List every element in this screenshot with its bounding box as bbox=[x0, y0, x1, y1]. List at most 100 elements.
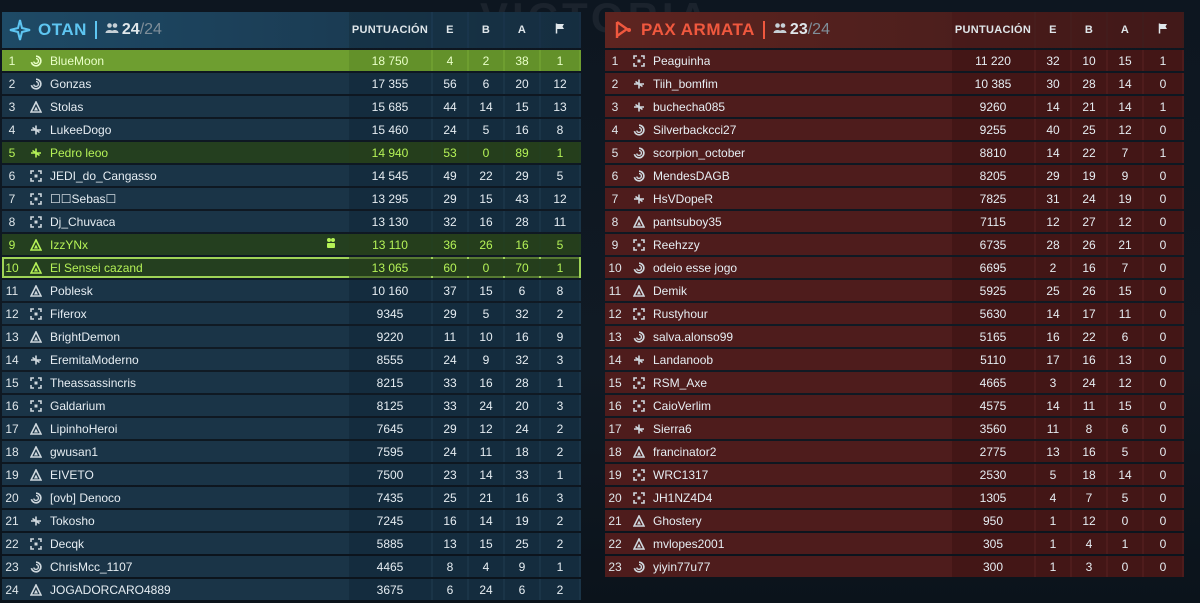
player-a: 28 bbox=[505, 372, 539, 393]
player-score: 2530 bbox=[952, 464, 1034, 485]
player-row[interactable]: 1 BlueMoon 18 750 4 2 38 1 bbox=[2, 50, 581, 71]
player-score: 6735 bbox=[952, 234, 1034, 255]
player-row[interactable]: 4 Silverbackcci27 9255 40 25 12 0 bbox=[605, 119, 1184, 140]
player-score: 8125 bbox=[349, 395, 431, 416]
player-a: 7 bbox=[1108, 257, 1142, 278]
player-row[interactable]: 5 scorpion_october 8810 14 22 7 1 bbox=[605, 142, 1184, 163]
column-header-flags[interactable] bbox=[541, 12, 579, 48]
player-name: gwusan1 bbox=[50, 444, 99, 459]
squad-icon bbox=[326, 237, 336, 252]
player-name: Pedro leoo bbox=[50, 145, 109, 160]
player-flags: 0 bbox=[1144, 73, 1182, 94]
player-row[interactable]: 24 JOGADORCARO4889 3675 6 24 6 2 bbox=[2, 579, 581, 600]
player-row[interactable]: 22 Decqk 5885 13 15 25 2 bbox=[2, 533, 581, 554]
player-row[interactable]: 13 salva.alonso99 5165 16 22 6 0 bbox=[605, 326, 1184, 347]
team-panel-otan: OTAN 24/24 PUNTUACIÓN E B A 1 BlueMoon 18 750 4 2 3… bbox=[2, 12, 581, 600]
player-score: 5630 bbox=[952, 303, 1034, 324]
player-flags: 0 bbox=[1144, 280, 1182, 301]
player-row[interactable]: 21 Tokosho 7245 16 14 19 2 bbox=[2, 510, 581, 531]
player-row[interactable]: 12 Rustyhour 5630 14 17 11 0 bbox=[605, 303, 1184, 324]
column-header-e[interactable]: E bbox=[1036, 12, 1070, 48]
spiral-icon bbox=[631, 330, 647, 343]
player-row[interactable]: 23 yiyin77u77 300 1 3 0 0 bbox=[605, 556, 1184, 577]
column-header-flags[interactable] bbox=[1144, 12, 1182, 48]
player-row[interactable]: 11 Demik 5925 25 26 15 0 bbox=[605, 280, 1184, 301]
player-row[interactable]: 17 LipinhoHeroi 7645 29 12 24 2 bbox=[2, 418, 581, 439]
player-flags: 3 bbox=[541, 349, 579, 370]
player-row[interactable]: 9 Reehzzy 6735 28 26 21 0 bbox=[605, 234, 1184, 255]
player-e: 29 bbox=[1036, 165, 1070, 186]
column-header-score[interactable]: PUNTUACIÓN bbox=[952, 12, 1034, 48]
player-e: 33 bbox=[433, 372, 467, 393]
bracket-icon bbox=[631, 468, 647, 481]
player-e: 5 bbox=[1036, 464, 1070, 485]
player-row[interactable]: 11 Poblesk 10 160 37 15 6 8 bbox=[2, 280, 581, 301]
player-row[interactable]: 15 RSM_Axe 4665 3 24 12 0 bbox=[605, 372, 1184, 393]
player-row[interactable]: 4 LukeeDogo 15 460 24 5 16 8 bbox=[2, 119, 581, 140]
player-flags: 2 bbox=[541, 418, 579, 439]
player-row[interactable]: 10 El Sensei cazand 13 065 60 0 70 1 bbox=[2, 257, 581, 278]
player-b: 26 bbox=[1072, 280, 1106, 301]
player-row[interactable]: 6 MendesDAGB 8205 29 19 9 0 bbox=[605, 165, 1184, 186]
player-row[interactable]: 8 pantsuboy35 7115 12 27 12 0 bbox=[605, 211, 1184, 232]
column-header-e[interactable]: E bbox=[433, 12, 467, 48]
player-row[interactable]: 21 Ghostery 950 1 12 0 0 bbox=[605, 510, 1184, 531]
bracket-icon bbox=[631, 238, 647, 251]
player-a: 15 bbox=[505, 96, 539, 117]
player-row[interactable]: 23 ChrisMcc_1107 4465 8 4 9 1 bbox=[2, 556, 581, 577]
player-score: 4575 bbox=[952, 395, 1034, 416]
player-row[interactable]: 3 buchecha085 9260 14 21 14 1 bbox=[605, 96, 1184, 117]
player-a: 25 bbox=[505, 533, 539, 554]
player-a: 32 bbox=[505, 349, 539, 370]
column-header-score[interactable]: PUNTUACIÓN bbox=[349, 12, 431, 48]
player-row[interactable]: 13 BrightDemon 9220 11 10 16 9 bbox=[2, 326, 581, 347]
player-a: 12 bbox=[1108, 372, 1142, 393]
column-header-b[interactable]: B bbox=[469, 12, 503, 48]
player-a: 70 bbox=[505, 257, 539, 278]
player-row[interactable]: 14 Landanoob 5110 17 16 13 0 bbox=[605, 349, 1184, 370]
player-row[interactable]: 18 gwusan1 7595 24 11 18 2 bbox=[2, 441, 581, 462]
column-header-a[interactable]: A bbox=[1108, 12, 1142, 48]
player-row[interactable]: 20 JH1NZ4D4 1305 4 7 5 0 bbox=[605, 487, 1184, 508]
player-score: 5110 bbox=[952, 349, 1034, 370]
player-row[interactable]: 1 Peaguinha 11 220 32 10 15 1 bbox=[605, 50, 1184, 71]
player-name: Theassassincris bbox=[50, 375, 137, 390]
player-row[interactable]: 5 Pedro leoo 14 940 53 0 89 1 bbox=[2, 142, 581, 163]
player-row[interactable]: 12 Fiferox 9345 29 5 32 2 bbox=[2, 303, 581, 324]
player-a: 6 bbox=[1108, 418, 1142, 439]
plane-icon bbox=[631, 193, 647, 205]
player-row[interactable]: 9 IzzYNx 13 110 36 26 16 5 bbox=[2, 234, 581, 255]
player-name: yiyin77u77 bbox=[653, 559, 711, 574]
player-e: 31 bbox=[1036, 188, 1070, 209]
player-row[interactable]: 19 EIVETO 7500 23 14 33 1 bbox=[2, 464, 581, 485]
player-a: 28 bbox=[505, 211, 539, 232]
player-row[interactable]: 2 Gonzas 17 355 56 6 20 12 bbox=[2, 73, 581, 94]
player-row[interactable]: 22 mvlopes2001 305 1 4 1 0 bbox=[605, 533, 1184, 554]
player-row[interactable]: 7 ☐☐Sebas☐ 13 295 29 15 43 12 bbox=[2, 188, 581, 209]
player-score: 14 940 bbox=[349, 142, 431, 163]
column-header-a[interactable]: A bbox=[505, 12, 539, 48]
player-row[interactable]: 3 Stolas 15 685 44 14 15 13 bbox=[2, 96, 581, 117]
column-header-b[interactable]: B bbox=[1072, 12, 1106, 48]
player-row[interactable]: 2 Tiih_bomfim 10 385 30 28 14 0 bbox=[605, 73, 1184, 94]
player-row[interactable]: 15 Theassassincris 8215 33 16 28 1 bbox=[2, 372, 581, 393]
player-row[interactable]: 20 [ovb] Denoco 7435 25 21 16 3 bbox=[2, 487, 581, 508]
spiral-icon bbox=[28, 560, 44, 573]
bracket-icon bbox=[28, 307, 44, 320]
player-row[interactable]: 10 odeio esse jogo 6695 2 16 7 0 bbox=[605, 257, 1184, 278]
player-row[interactable]: 18 francinator2 2775 13 16 5 0 bbox=[605, 441, 1184, 462]
player-flags: 12 bbox=[541, 73, 579, 94]
player-name: Stolas bbox=[50, 99, 84, 114]
player-flags: 2 bbox=[541, 510, 579, 531]
player-row[interactable]: 17 Sierra6 3560 11 8 6 0 bbox=[605, 418, 1184, 439]
player-row[interactable]: 14 EremitaModerno 8555 24 9 32 3 bbox=[2, 349, 581, 370]
player-row[interactable]: 8 Dj_Chuvaca 13 130 32 16 28 11 bbox=[2, 211, 581, 232]
player-row[interactable]: 7 HsVDopeR 7825 31 24 19 0 bbox=[605, 188, 1184, 209]
player-row[interactable]: 16 Galdarium 8125 33 24 20 3 bbox=[2, 395, 581, 416]
player-row[interactable]: 16 CaioVerlim 4575 14 11 15 0 bbox=[605, 395, 1184, 416]
player-row[interactable]: 19 WRC1317 2530 5 18 14 0 bbox=[605, 464, 1184, 485]
player-row[interactable]: 6 JEDI_do_Cangasso 14 545 49 22 29 5 bbox=[2, 165, 581, 186]
player-score: 7245 bbox=[349, 510, 431, 531]
player-name: Sierra6 bbox=[653, 421, 692, 436]
player-rank: 1 bbox=[611, 53, 619, 68]
